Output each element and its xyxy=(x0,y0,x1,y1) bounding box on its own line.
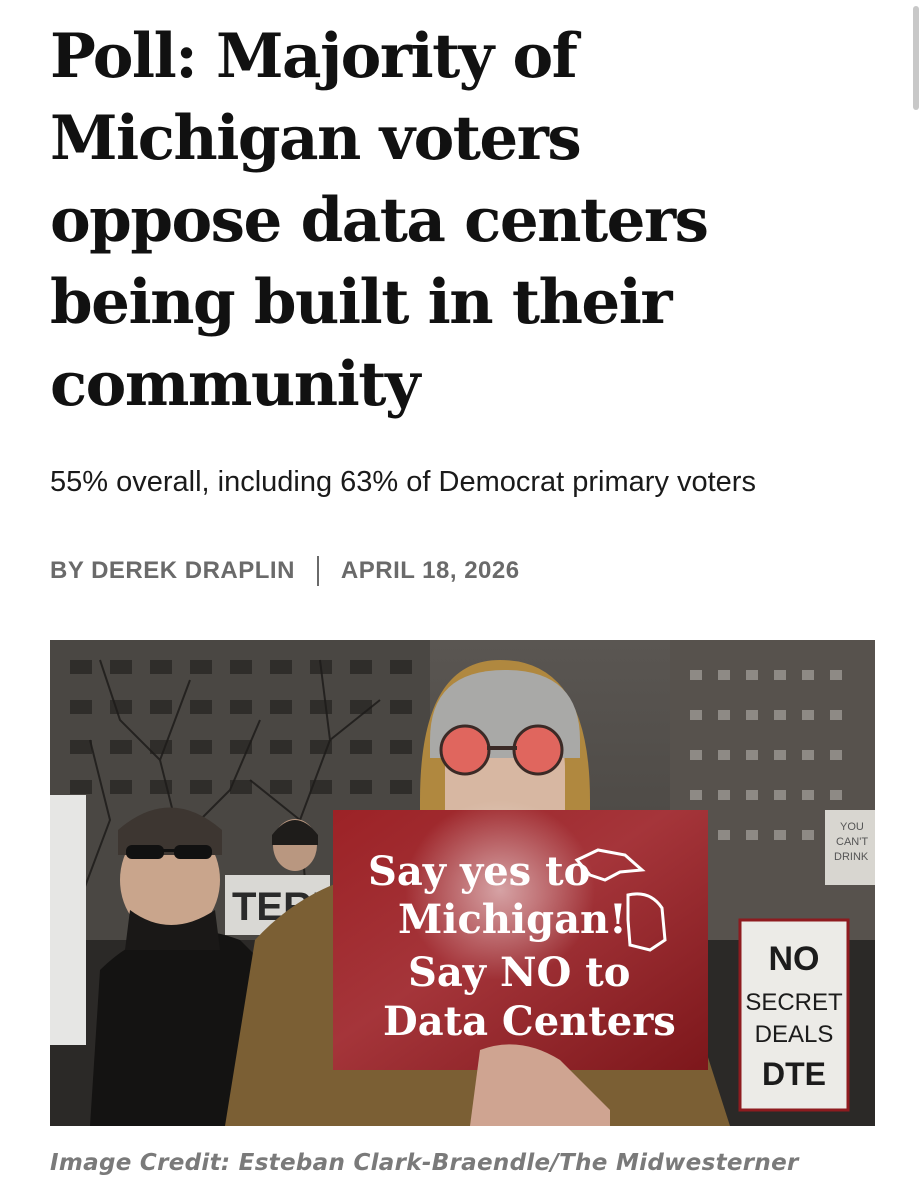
sign-line-1: Say yes to xyxy=(368,848,590,895)
right-sign-line-1: NO xyxy=(769,940,820,978)
article-photo: TERR xyxy=(50,640,875,1126)
byline-author[interactable]: BY DEREK DRAPLIN xyxy=(50,557,295,584)
person-left xyxy=(90,807,280,1126)
right-sign-line-4: DTE xyxy=(762,1056,826,1092)
protest-sign-right: NO SECRET DEALS DTE xyxy=(738,918,850,1112)
byline: BY DEREK DRAPLIN APRIL 18, 2026 xyxy=(50,555,875,587)
sign-line-2: Michigan! xyxy=(398,896,627,943)
far-right-sign-line-2: CAN'T xyxy=(836,836,868,848)
subtitle: 55% overall, including 63% of Democrat p… xyxy=(50,466,756,498)
far-right-sign-line-1: YOU xyxy=(840,821,864,833)
image-credit: Image Credit: Esteban Clark-Braendle/The… xyxy=(50,1150,799,1176)
headline: Poll: Majority of Michigan voters oppose… xyxy=(50,21,709,420)
byline-separator xyxy=(316,556,319,586)
person-background xyxy=(272,819,318,871)
left-sign-edge xyxy=(50,795,86,1045)
sign-line-3: Say NO to xyxy=(408,949,630,996)
right-sign-line-3: DEALS xyxy=(755,1021,834,1048)
right-sign-line-2: SECRET xyxy=(745,989,843,1016)
sign-line-4: Data Centers xyxy=(383,998,676,1045)
hand xyxy=(470,1044,610,1126)
red-glasses xyxy=(439,724,564,776)
article: Poll: Majority of Michigan voters oppose… xyxy=(50,0,875,587)
page-scrollbar[interactable] xyxy=(913,6,919,110)
protest-sign-main: Say yes to Michigan! Say NO to Data Cent… xyxy=(333,800,708,1070)
michigan-map-icon xyxy=(574,848,667,952)
far-right-sign-line-3: DRINK xyxy=(834,851,869,863)
byline-date: APRIL 18, 2026 xyxy=(340,557,520,584)
protest-sign-far-right: YOU CAN'T DRINK xyxy=(825,810,875,885)
